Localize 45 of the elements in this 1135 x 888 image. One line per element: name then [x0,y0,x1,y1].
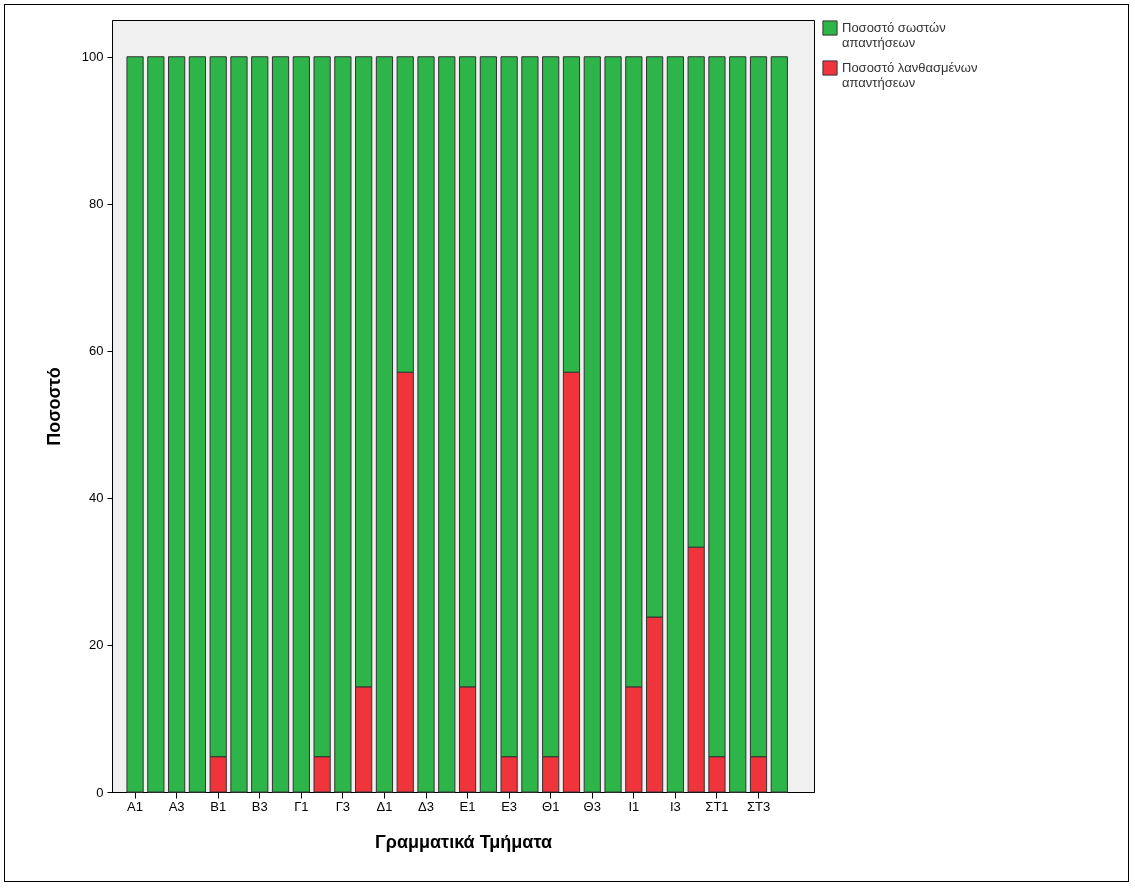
x-tick-label: Ε1 [459,798,476,814]
y-tick-label: 20 [89,637,104,653]
y-tick-label: 100 [81,49,104,65]
bar [251,56,269,793]
bar [479,56,497,793]
bar [375,56,394,793]
x-tick-label: Ε3 [501,798,518,814]
x-tick-label: Γ1 [294,798,309,814]
bar [604,56,622,793]
x-tick-label: Γ3 [335,798,351,814]
x-axis-title: Γραμματικά Τμήματα [375,831,552,852]
x-tick-label: Ι1 [628,798,640,814]
bar [334,56,352,793]
x-tick-label: ΣΤ1 [705,798,729,814]
bar [729,56,747,793]
bar [666,56,684,793]
x-tick-label: ΣΤ3 [746,798,771,814]
legend-label: Ποσοστό λανθασμένων απαντήσεων [842,60,978,90]
x-tick-label: Θ1 [542,798,560,814]
x-tick-label: Δ3 [418,798,434,814]
x-tick-label: Α3 [168,798,185,814]
y-tick-label: 0 [96,784,104,800]
x-tick-label: Β1 [210,798,227,814]
y-tick-label: 80 [89,196,104,212]
y-axis-title: Ποσοστό [43,367,64,446]
bar [188,56,207,793]
bar [770,56,788,793]
bar [147,56,165,793]
bar [230,56,248,793]
x-tick-label: Β3 [251,798,268,814]
bar [521,56,539,793]
bar [126,56,144,793]
x-tick-label: Α1 [127,798,144,814]
bar [168,56,186,793]
bar [292,56,310,793]
bar [271,56,290,793]
legend-label: Ποσοστό σωστών απαντήσεων [842,20,946,50]
bar [438,56,456,793]
bar [417,56,435,793]
x-tick-label: Ι3 [669,798,681,814]
x-tick-label: Θ3 [583,798,601,814]
y-tick-label: 40 [89,490,104,506]
x-tick-label: Δ1 [376,798,393,814]
bar [583,56,601,793]
y-tick-label: 60 [89,343,104,359]
